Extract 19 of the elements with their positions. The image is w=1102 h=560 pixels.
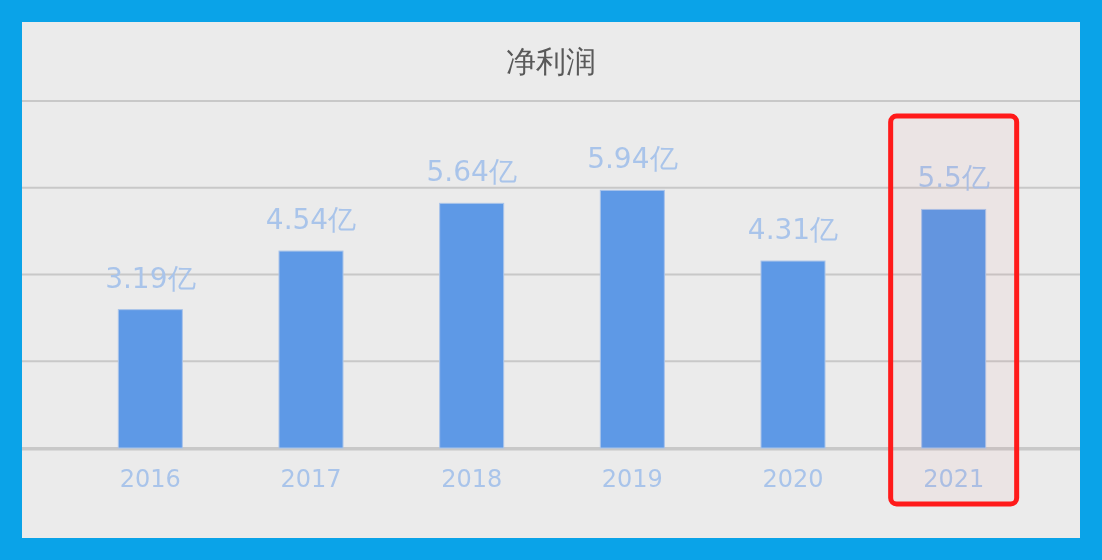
x-tick-label: 2021 (923, 465, 985, 493)
x-tick-label: 2017 (280, 465, 342, 493)
bar (599, 189, 665, 449)
data-label: 4.31亿 (747, 213, 839, 247)
x-tick-label: 2019 (601, 465, 663, 493)
x-tick-label: 2016 (119, 465, 181, 493)
x-tick-label: 2018 (441, 465, 503, 493)
data-label: 5.94亿 (587, 142, 678, 176)
bar (921, 208, 987, 449)
bar (278, 250, 344, 449)
x-tick-label: 2020 (762, 465, 824, 493)
data-label: 5.64亿 (426, 155, 517, 189)
chart-title: 净利润 (506, 44, 596, 79)
bar (760, 260, 826, 449)
data-label: 4.54亿 (265, 203, 357, 237)
data-label: 5.5亿 (917, 161, 990, 195)
data-label: 3.19亿 (105, 261, 196, 295)
bar (439, 202, 505, 449)
bar (117, 309, 183, 449)
